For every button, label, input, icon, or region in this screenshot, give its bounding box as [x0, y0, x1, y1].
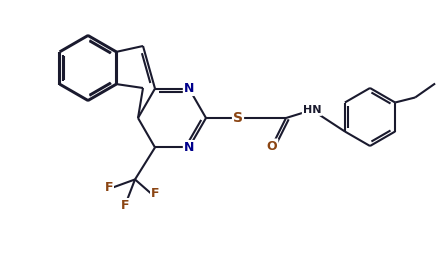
Text: F: F: [121, 199, 129, 212]
Text: O: O: [267, 139, 277, 152]
Text: N: N: [184, 82, 194, 95]
Text: F: F: [151, 187, 160, 200]
Text: F: F: [104, 181, 113, 194]
Text: S: S: [233, 111, 243, 125]
Text: HN: HN: [303, 105, 321, 115]
Text: N: N: [184, 141, 194, 154]
